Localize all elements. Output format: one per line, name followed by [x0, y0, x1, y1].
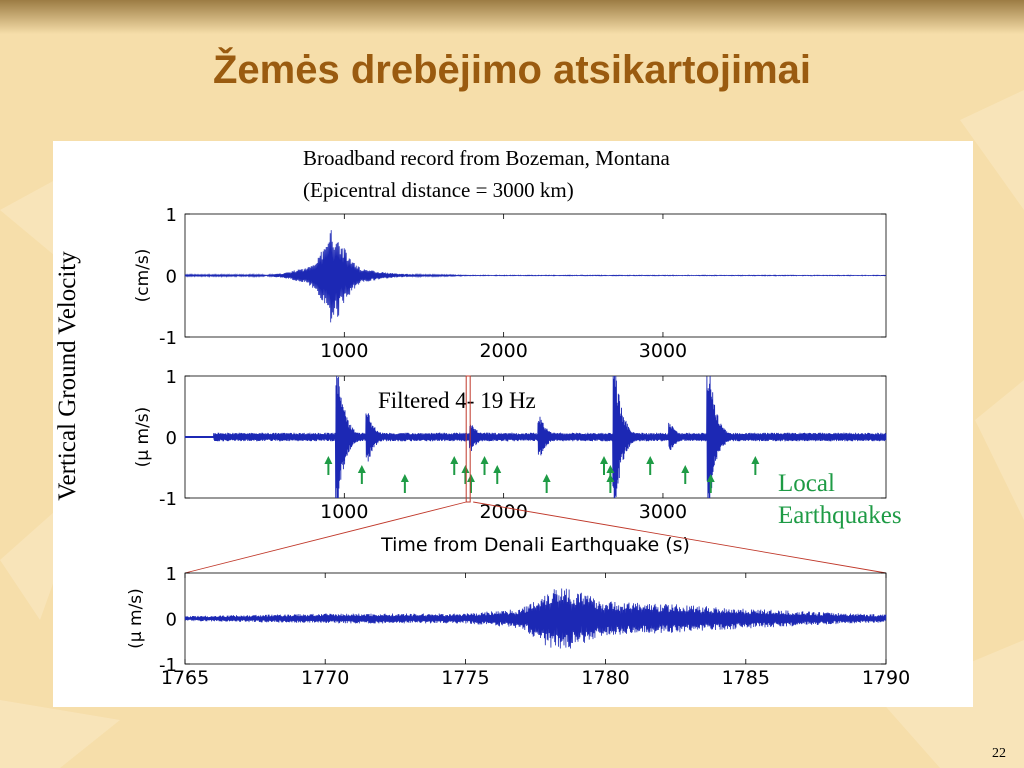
y-tick-label: -1	[159, 489, 177, 510]
chart-subtitle: (Epicentral distance = 3000 km)	[303, 178, 574, 202]
shared-y-axis-label: Vertical Ground Velocity	[54, 251, 81, 501]
series-line	[184, 375, 887, 499]
y-tick-label: -1	[159, 328, 177, 349]
y-axis-label: (μ m/s)	[126, 588, 146, 649]
local-earthquake-arrowhead	[751, 456, 760, 464]
series-line	[184, 588, 887, 649]
y-tick-label: 1	[166, 205, 177, 226]
x-tick-label: 1765	[161, 667, 209, 689]
y-axis-label: (cm/s)	[133, 249, 153, 303]
annotation-filter: Filtered 4- 19 Hz	[378, 388, 536, 413]
x-tick-label: 1780	[581, 667, 629, 689]
x-tick-label: 1000	[320, 501, 368, 523]
y-tick-label: 1	[166, 367, 177, 388]
local-earthquake-arrowhead	[400, 474, 409, 482]
local-earthquake-arrowhead	[466, 474, 475, 482]
x-tick-label: 1770	[301, 667, 349, 689]
page-number: 22	[992, 746, 1006, 761]
local-earthquake-arrowhead	[600, 456, 609, 464]
local-earthquake-arrowhead	[606, 465, 615, 473]
x-tick-label: 2000	[479, 340, 527, 362]
x-tick-label: 2000	[479, 501, 527, 523]
local-earthquake-arrowhead	[706, 474, 715, 482]
local-earthquake-arrowhead	[493, 465, 502, 473]
local-earthquake-arrowhead	[450, 456, 459, 464]
y-tick-label: 1	[166, 564, 177, 585]
x-tick-label: 1000	[320, 340, 368, 362]
local-earthquake-arrowhead	[480, 456, 489, 464]
local-earthquake-arrowhead	[461, 465, 470, 473]
local-earthquake-arrowhead	[357, 465, 366, 473]
zoom-connector-left	[184, 501, 467, 574]
slide-title: Žemės drebėjimo atsikartojimai	[212, 48, 811, 92]
seismogram-figure: Broadband record from Bozeman, Montana (E…	[53, 141, 973, 707]
x-tick-label: 1775	[441, 667, 489, 689]
y-axis-label: (μ m/s)	[133, 407, 153, 468]
local-earthquake-arrowhead	[324, 456, 333, 464]
x-tick-label: 3000	[639, 340, 687, 362]
x-tick-label: 3000	[639, 501, 687, 523]
chart-title: Broadband record from Bozeman, Montana	[303, 146, 670, 170]
y-tick-label: 0	[166, 610, 177, 631]
y-tick-label: 0	[166, 267, 177, 288]
series-line	[184, 230, 887, 323]
local-earthquake-arrowhead	[606, 474, 615, 482]
local-earthquake-arrowhead	[646, 456, 655, 464]
zoom-window	[465, 375, 471, 503]
annotation-local: Local	[778, 470, 835, 497]
x-tick-label: 1790	[862, 667, 910, 689]
local-earthquake-arrowhead	[681, 465, 690, 473]
y-tick-label: 0	[166, 428, 177, 449]
x-axis-label: Time from Denali Earthquake (s)	[380, 534, 690, 556]
annotation-earthquakes: Earthquakes	[778, 502, 902, 529]
local-earthquake-arrowhead	[542, 474, 551, 482]
zoom-connector-right	[473, 501, 887, 574]
seismogram-chart: Broadband record from Bozeman, Montana (E…	[54, 146, 910, 689]
y-tick-label: -1	[159, 655, 177, 676]
x-tick-label: 1785	[722, 667, 770, 689]
